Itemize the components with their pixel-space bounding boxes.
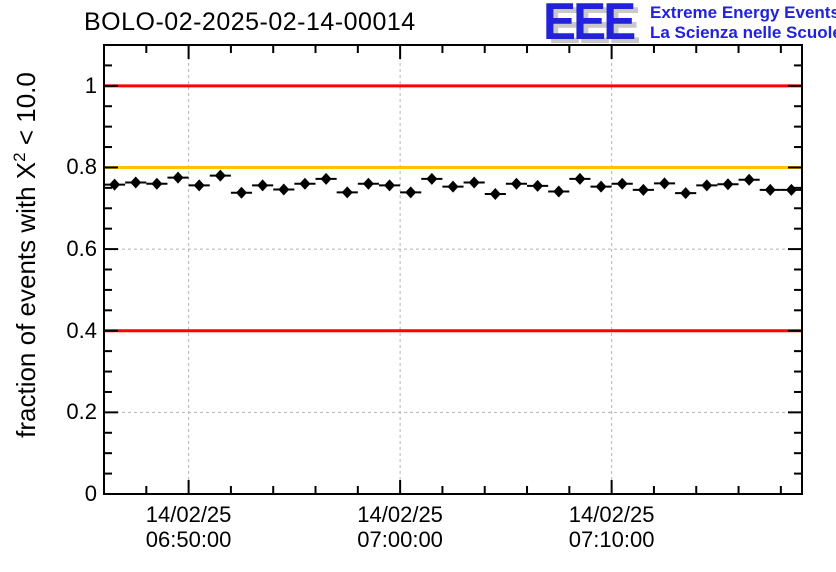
data-point-marker <box>130 176 142 189</box>
y-tick-label: 1 <box>84 72 97 98</box>
x-tick-label-date: 14/02/25 <box>145 502 232 527</box>
eee-logo: EEE Extreme Energy Events La Scienza nel… <box>543 0 836 50</box>
data-point-marker <box>510 177 522 190</box>
eee-logo-tagline-en: Extreme Energy Events <box>650 3 836 22</box>
data-point-marker <box>553 185 565 198</box>
data-point-marker <box>299 177 311 190</box>
data-point-marker <box>722 178 734 191</box>
data-point-marker <box>320 172 332 185</box>
data-point-marker <box>659 177 671 190</box>
data-point-marker <box>743 173 755 186</box>
y-tick-label: 0.6 <box>66 236 97 262</box>
data-point-marker <box>701 179 713 192</box>
plot-frame <box>103 44 803 495</box>
data-point-marker <box>595 180 607 193</box>
x-tick-label-time: 06:50:00 <box>145 527 232 552</box>
data-point-marker <box>637 183 649 196</box>
data-point-marker <box>362 177 374 190</box>
data-point-marker <box>680 187 692 200</box>
y-tick-label: 0.2 <box>66 399 97 425</box>
x-tick-label-time: 07:00:00 <box>357 527 443 552</box>
data-point-marker <box>426 172 438 185</box>
data-point-marker <box>574 172 586 185</box>
data-point-marker <box>278 183 290 196</box>
data-point-marker <box>489 187 501 200</box>
data-point-marker <box>405 186 417 199</box>
data-point-marker <box>172 171 184 184</box>
y-axis-title-prefix: fraction of events with X <box>10 161 41 438</box>
data-point-marker <box>235 186 247 199</box>
data-point-marker <box>257 179 269 192</box>
y-tick-label: 0.8 <box>66 154 97 180</box>
data-point-marker <box>384 179 396 192</box>
data-point-marker <box>616 177 628 190</box>
data-point-marker <box>468 176 480 189</box>
data-point-marker <box>214 169 226 182</box>
x-tick-label-date: 14/02/25 <box>568 502 655 527</box>
x-tick-label: 14/02/25 07:00:00 <box>330 502 470 552</box>
x-tick-label-date: 14/02/25 <box>357 502 443 527</box>
data-point-marker <box>447 180 459 193</box>
x-tick-label: 14/02/25 07:10:00 <box>542 502 682 552</box>
data-point-marker <box>532 179 544 192</box>
y-axis-title-superscript: 2 <box>10 152 30 162</box>
y-tick-label: 0.4 <box>66 317 97 343</box>
x-tick-label: 14/02/25 06:50:00 <box>119 502 259 552</box>
data-point-marker <box>109 178 121 191</box>
y-tick-label: 0 <box>84 481 97 506</box>
eee-logo-tagline-it: La Scienza nelle Scuole <box>650 23 836 42</box>
data-point-marker <box>151 177 163 190</box>
plot-title: BOLO-02-2025-02-14-00014 <box>84 8 416 36</box>
eee-logo-acronym: EEE <box>543 0 636 51</box>
x-tick-label-time: 07:10:00 <box>568 527 655 552</box>
data-point-marker <box>193 179 205 192</box>
data-point-marker <box>341 186 353 199</box>
data-point-marker <box>764 183 776 196</box>
data-point-marker <box>785 183 797 196</box>
